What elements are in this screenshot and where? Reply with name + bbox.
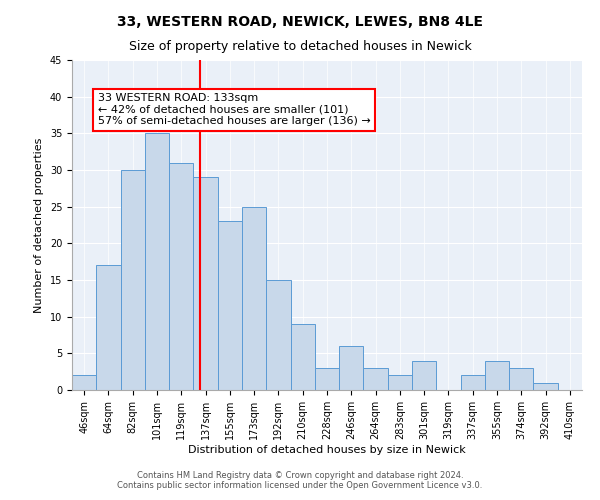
- Text: 33 WESTERN ROAD: 133sqm
← 42% of detached houses are smaller (101)
57% of semi-d: 33 WESTERN ROAD: 133sqm ← 42% of detache…: [97, 93, 370, 126]
- Text: 33, WESTERN ROAD, NEWICK, LEWES, BN8 4LE: 33, WESTERN ROAD, NEWICK, LEWES, BN8 4LE: [117, 15, 483, 29]
- X-axis label: Distribution of detached houses by size in Newick: Distribution of detached houses by size …: [188, 444, 466, 454]
- Bar: [96, 266, 121, 390]
- Bar: [145, 134, 169, 390]
- Bar: [193, 178, 218, 390]
- Text: Size of property relative to detached houses in Newick: Size of property relative to detached ho…: [128, 40, 472, 53]
- Bar: [461, 376, 485, 390]
- Text: Contains HM Land Registry data © Crown copyright and database right 2024.
Contai: Contains HM Land Registry data © Crown c…: [118, 470, 482, 490]
- Bar: [266, 280, 290, 390]
- Bar: [533, 382, 558, 390]
- Bar: [485, 360, 509, 390]
- Bar: [388, 376, 412, 390]
- Bar: [121, 170, 145, 390]
- Bar: [509, 368, 533, 390]
- Bar: [364, 368, 388, 390]
- Bar: [412, 360, 436, 390]
- Bar: [315, 368, 339, 390]
- Y-axis label: Number of detached properties: Number of detached properties: [34, 138, 44, 312]
- Bar: [169, 162, 193, 390]
- Bar: [242, 206, 266, 390]
- Bar: [339, 346, 364, 390]
- Bar: [290, 324, 315, 390]
- Bar: [72, 376, 96, 390]
- Bar: [218, 222, 242, 390]
